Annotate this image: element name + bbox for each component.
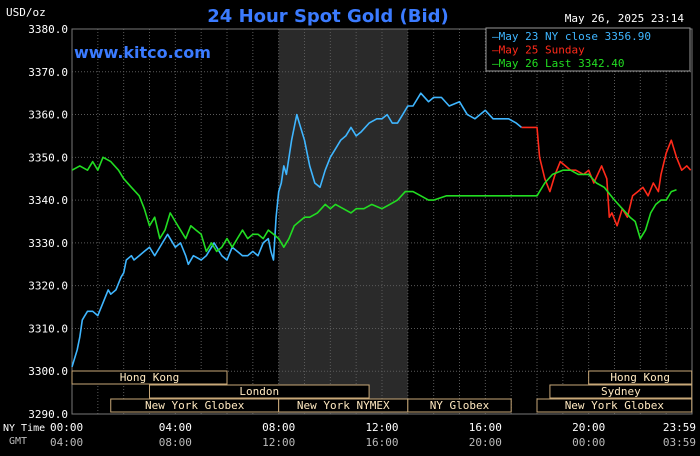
session-box <box>536 398 693 413</box>
legend: —May 23 NY close 3356.90—May 25 Sunday—M… <box>485 27 691 72</box>
x-tick-gmt: 20:00 <box>469 436 502 449</box>
session-label: Sydney <box>601 385 641 398</box>
session-box <box>149 384 370 399</box>
plot-area: 3290.0 3300.0 3310.0 3320.0 3330.0 3340.0 3350… <box>28 23 693 421</box>
gmt-label: GMT <box>9 436 27 447</box>
x-tick-gmt: 00:00 <box>572 436 605 449</box>
session-label: New York Globex <box>565 399 665 412</box>
y-tick-label: 3310.0 <box>28 322 68 335</box>
session-label: New York NYMEX <box>297 399 390 412</box>
series-line-1 <box>71 92 523 368</box>
session-label: Hong Kong <box>120 371 180 384</box>
session-box <box>549 384 693 399</box>
y-tick-label: 3300.0 <box>28 365 68 378</box>
x-tick-ny: 12:00 <box>365 421 398 434</box>
y-tick-label: 3340.0 <box>28 194 68 207</box>
time-axis: NY Time GMT 00:00 04:00 04:00 08:00 08:00 12:… <box>3 421 696 449</box>
site-label: www.kitco.com <box>74 43 211 62</box>
y-tick-label: 3380.0 <box>28 23 68 36</box>
y-unit-label: USD/oz <box>6 6 46 19</box>
y-tick-label: 3290.0 <box>28 408 68 421</box>
chart-title: 24 Hour Spot Gold (Bid) <box>207 6 448 27</box>
timestamp: May 26, 2025 23:14 <box>565 12 685 25</box>
session-label: NY Globex <box>430 399 490 412</box>
session-label: London <box>239 385 279 398</box>
y-tick-label: 3330.0 <box>28 237 68 250</box>
legend-entry: —May 26 Last 3342.40 <box>492 57 624 70</box>
session-box <box>407 398 512 413</box>
session-box <box>588 370 693 385</box>
x-tick-gmt: 08:00 <box>159 436 192 449</box>
ny-time-label: NY Time <box>3 423 45 434</box>
x-tick-ny: 00:00 <box>50 421 83 434</box>
series-line-3 <box>71 156 677 253</box>
session-label: New York Globex <box>145 399 245 412</box>
x-tick-ny: 04:00 <box>159 421 192 434</box>
x-tick-ny: 20:00 <box>572 421 605 434</box>
legend-entry: —May 23 NY close 3356.90 <box>492 30 651 43</box>
x-tick-gmt: 12:00 <box>262 436 295 449</box>
y-tick-label: 3370.0 <box>28 66 68 79</box>
legend-box <box>485 27 691 72</box>
plot-frame <box>71 28 693 415</box>
x-tick-ny: 23:59 <box>663 421 696 434</box>
x-tick-gmt: 16:00 <box>365 436 398 449</box>
x-tick-gmt: 03:59 <box>663 436 696 449</box>
y-tick-label: 3360.0 <box>28 109 68 122</box>
series-line-2 <box>521 126 692 227</box>
session-label: Hong Kong <box>610 371 670 384</box>
nymex-session-highlight <box>278 29 408 414</box>
x-tick-ny: 16:00 <box>469 421 502 434</box>
legend-entry: —May 25 Sunday <box>492 44 585 57</box>
x-tick-gmt: 04:00 <box>50 436 83 449</box>
y-tick-label: 3320.0 <box>28 280 68 293</box>
x-tick-ny: 08:00 <box>262 421 295 434</box>
y-tick-label: 3350.0 <box>28 151 68 164</box>
session-box <box>71 370 228 385</box>
